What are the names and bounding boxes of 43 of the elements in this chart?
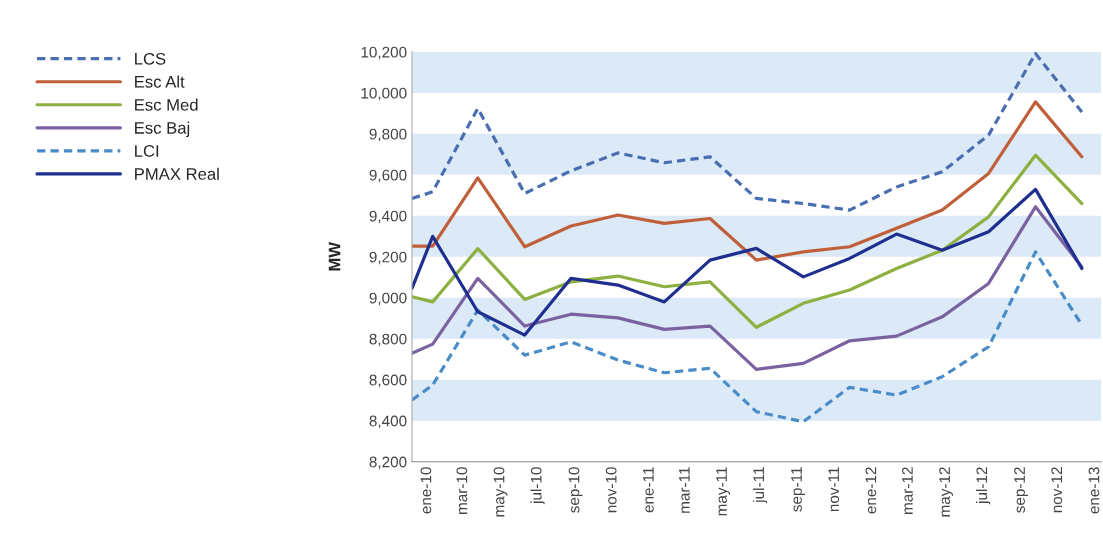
legend-label: Esc Alt bbox=[135, 75, 185, 88]
y-tick-label: 9,800 bbox=[369, 128, 407, 142]
y-tick-label: 9,200 bbox=[369, 251, 407, 265]
x-tick-label: nov-12 bbox=[1051, 467, 1063, 513]
x-tick-label: jul-10 bbox=[530, 467, 545, 505]
x-tick-label: sep-11 bbox=[791, 467, 805, 512]
line-series bbox=[411, 205, 1084, 371]
x-tick-label: ene-10 bbox=[420, 467, 432, 514]
x-tick-label: ene-13 bbox=[1088, 467, 1100, 514]
y-tick-label: 8,400 bbox=[369, 415, 407, 429]
x-tick-label: mar-11 bbox=[679, 467, 690, 513]
x-tick-label: may-11 bbox=[716, 467, 730, 516]
x-tick-label: mar-12 bbox=[902, 467, 913, 514]
y-tick-label: 10,200 bbox=[361, 46, 407, 60]
y-tick-label: 9,600 bbox=[369, 169, 407, 183]
x-tick-label: jul-11 bbox=[752, 467, 768, 504]
legend-label: Esc Med bbox=[135, 98, 198, 111]
y-axis-title: MW bbox=[328, 242, 341, 271]
y-tick-label: 9,000 bbox=[369, 292, 407, 306]
y-tick-label: 8,800 bbox=[369, 333, 407, 347]
legend-label: LCI bbox=[135, 145, 159, 157]
x-tick-label: sep-10 bbox=[568, 467, 583, 513]
legend-label: PMAX Real bbox=[135, 167, 219, 180]
x-tick-label: mar-10 bbox=[456, 467, 468, 514]
line-series bbox=[411, 187, 1084, 337]
y-tick-label: 8,200 bbox=[369, 456, 407, 470]
x-tick-label: jul-12 bbox=[975, 467, 991, 505]
x-tick-label: ene-11 bbox=[643, 467, 654, 513]
x-tick-label: nov-11 bbox=[828, 467, 840, 512]
line-series bbox=[411, 250, 1084, 424]
line-series bbox=[411, 153, 1084, 329]
legend-label: Esc Baj bbox=[135, 121, 190, 138]
y-tick-label: 8,600 bbox=[369, 374, 407, 388]
x-tick-label: may-10 bbox=[493, 467, 508, 517]
x-tick-label: nov-10 bbox=[605, 467, 617, 513]
x-tick-label: sep-12 bbox=[1014, 467, 1029, 513]
x-tick-label: may-12 bbox=[939, 467, 954, 517]
x-tick-label: ene-12 bbox=[865, 467, 877, 514]
y-tick-label: 10,000 bbox=[361, 87, 407, 101]
line-series bbox=[411, 100, 1084, 262]
y-tick-label: 9,400 bbox=[369, 210, 407, 224]
line-series bbox=[411, 51, 1084, 212]
legend-label: LCS bbox=[135, 52, 166, 65]
